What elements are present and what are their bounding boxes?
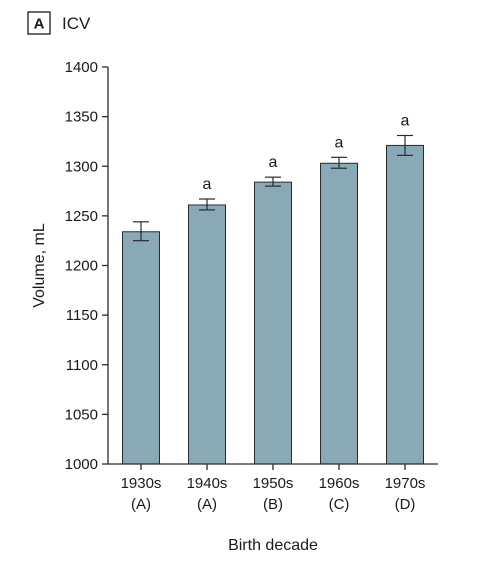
y-axis: 1000 1050 1100 1150 1200 1250 1300 1350 1400 [65,59,109,473]
y-tick-label: 1050 [65,406,98,423]
panel-letter-box [27,11,51,35]
significance-label: a [269,154,278,171]
error-bar-1950s [265,176,281,187]
significance-label: a [401,112,410,129]
x-axis: 1930s (A) 1940s (A) 1950s (B) 1960s (C) 1970s (D) [108,463,438,513]
bar-1960s [320,162,358,465]
error-bar-1940s [199,198,215,211]
error-bar-1970s [397,134,413,156]
x-tick-sublabel: (B) [263,496,283,513]
bars-group: a a a a [122,112,424,465]
y-tick-label: 1000 [65,456,98,473]
x-tick-label: 1950s [253,475,294,492]
y-tick-label: 1350 [65,109,98,126]
bar-1950s [254,181,292,465]
x-tick-label: 1930s [121,475,162,492]
y-tick-label: 1150 [66,307,98,324]
error-bar-1930s [133,221,149,242]
x-tick-sublabel: (A) [197,496,217,513]
panel-letter: A [34,16,45,33]
x-tick-label: 1970s [385,475,426,492]
y-tick-label: 1400 [65,59,98,76]
x-tick-sublabel: (C) [329,496,350,513]
bar-1940s [188,204,226,465]
x-tick-label: 1940s [187,475,228,492]
y-tick-label: 1200 [65,258,98,275]
bar-1970s [386,144,424,465]
y-tick-label: 1250 [65,208,98,225]
y-tick-label: 1100 [66,357,98,374]
error-bar-1960s [331,156,347,169]
y-tick-label: 1300 [65,158,98,175]
x-tick-sublabel: (A) [131,496,151,513]
y-axis-title: Volume, mL [31,223,48,308]
x-axis-title: Birth decade [228,537,318,554]
significance-label: a [335,134,344,151]
significance-label: a [203,176,212,193]
x-tick-label: 1960s [319,475,360,492]
x-tick-sublabel: (D) [395,496,416,513]
panel-title: ICV [62,14,91,33]
panel-header: A ICV [27,11,91,35]
bar-1930s [122,231,160,465]
